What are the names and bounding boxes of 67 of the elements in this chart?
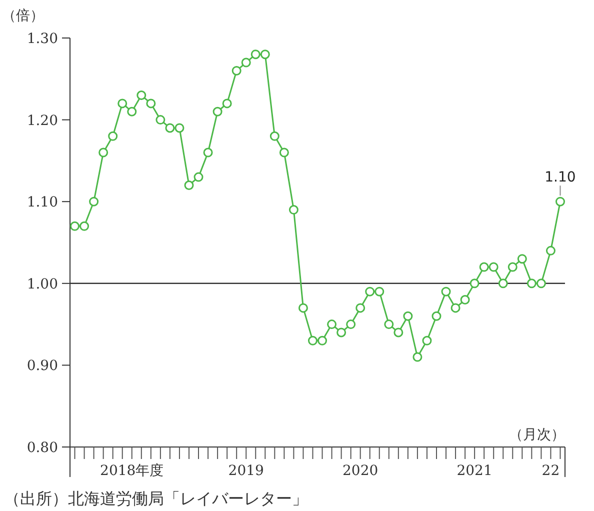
point: [517, 254, 527, 264]
y-tick-label: 1.30: [26, 31, 58, 47]
point: [232, 66, 242, 76]
point: [80, 221, 90, 231]
point: [432, 311, 442, 321]
point: [422, 336, 432, 346]
point: [450, 303, 460, 313]
point: [403, 311, 413, 321]
point: [298, 303, 308, 313]
point: [536, 278, 546, 288]
point: [288, 205, 298, 215]
point: [118, 98, 128, 108]
x-tick-label: 2021: [456, 463, 492, 479]
point: [460, 295, 470, 305]
y-axis-title: （倍）: [2, 8, 44, 24]
x-tick-label: 2020: [342, 463, 378, 479]
point: [327, 320, 337, 330]
point: [488, 262, 498, 272]
point: [412, 352, 422, 362]
point: [318, 336, 328, 346]
y-tick-label: 1.00: [26, 276, 58, 292]
point: [203, 148, 213, 158]
point: [470, 278, 480, 288]
x-tick-label: 22: [542, 463, 560, 479]
point: [498, 278, 508, 288]
x-tick-label: 2019: [228, 463, 264, 479]
point: [212, 106, 222, 116]
point: [374, 286, 384, 296]
point: [441, 286, 451, 296]
x-tick-label: 2018年度: [100, 463, 164, 479]
data-label: 1.10: [544, 170, 576, 186]
y-tick-label: 1.20: [26, 112, 58, 129]
x-axis-title: （月次）: [509, 427, 565, 443]
y-tick-label: 0.80: [26, 440, 58, 456]
point: [270, 131, 280, 141]
point: [194, 172, 204, 182]
point: [356, 303, 366, 313]
point: [279, 148, 289, 158]
point: [70, 221, 80, 231]
point: [479, 262, 489, 272]
point: [241, 58, 251, 68]
point: [98, 148, 108, 158]
point: [365, 286, 375, 296]
point: [508, 262, 518, 272]
point: [346, 320, 356, 330]
point: [146, 98, 156, 108]
point: [336, 328, 346, 338]
point: [136, 90, 146, 100]
point: [89, 196, 99, 206]
point: [165, 123, 175, 133]
point: [156, 115, 166, 125]
point: [555, 196, 565, 206]
point: [222, 98, 232, 108]
text: （出所）北海道労働局「レイバーレター」: [4, 489, 308, 508]
y-tick-label: 1.10: [26, 194, 58, 211]
y-tick-label: 0.90: [26, 358, 58, 374]
point: [174, 123, 184, 133]
point: [127, 106, 137, 116]
point: [384, 320, 394, 330]
point: [394, 328, 404, 338]
point: [308, 336, 318, 346]
point: [184, 180, 194, 190]
point: [250, 50, 260, 60]
point: [526, 278, 536, 288]
point: [546, 246, 556, 256]
point: [108, 131, 118, 141]
point: [260, 50, 270, 60]
